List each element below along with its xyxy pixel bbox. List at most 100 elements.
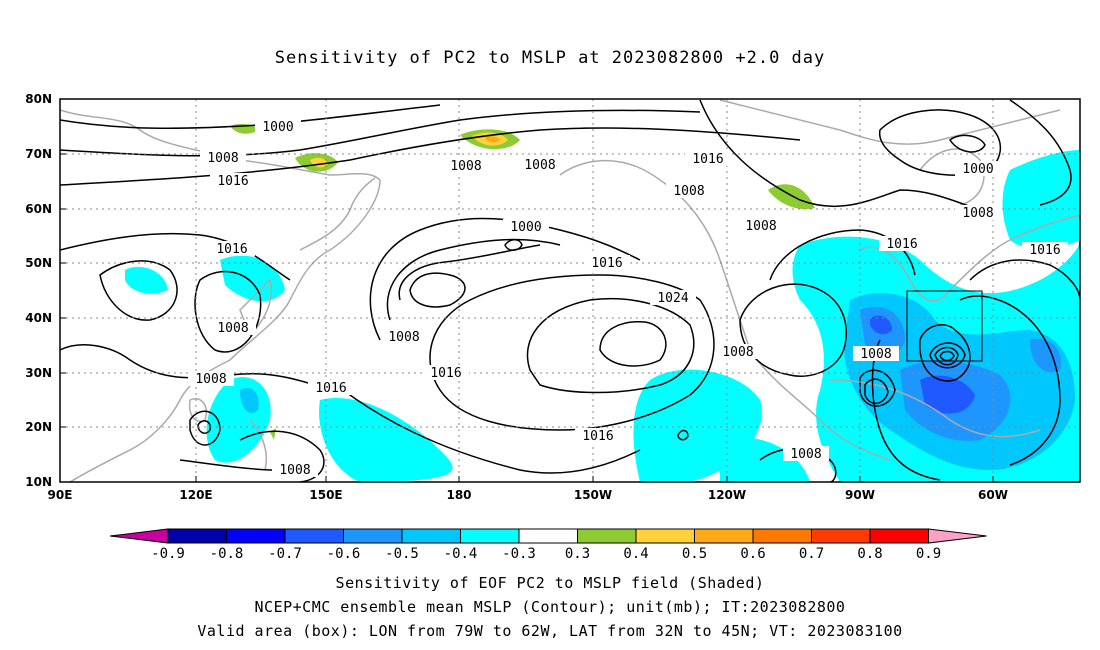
svg-text:1008: 1008	[279, 463, 310, 478]
svg-text:1000: 1000	[262, 120, 293, 135]
contour-label: 1024	[650, 290, 696, 306]
colorbar-label: 0.4	[623, 546, 648, 562]
svg-text:1016: 1016	[430, 366, 461, 381]
svg-text:1016: 1016	[886, 237, 917, 252]
colorbar-segment	[401, 528, 461, 544]
svg-text:1008: 1008	[745, 219, 776, 234]
colorbar-label: 0.8	[857, 546, 882, 562]
colorbar-label: 0.6	[740, 546, 765, 562]
lon-label: 90W	[845, 488, 875, 502]
colorbar-segment	[752, 528, 812, 544]
colorbar-label: -0.3	[502, 546, 536, 562]
colorbar-label: -0.8	[210, 546, 244, 562]
contour-label: 1008	[200, 150, 246, 166]
lat-label: 50N	[25, 256, 52, 270]
longitude-labels: 90E 120E 150E 180 150W 120W 90W 60W	[48, 488, 1008, 502]
mslp-contours	[60, 99, 1080, 482]
contour-label: 1016	[423, 365, 469, 381]
contour-label: 1008	[738, 218, 784, 234]
colorbar-label: 0.7	[799, 546, 824, 562]
lat-label: 80N	[25, 92, 52, 106]
colorbar-label: -0.9	[151, 546, 185, 562]
coastlines	[60, 99, 1080, 482]
lon-label: 150W	[574, 488, 612, 502]
colorbar-high-end	[928, 528, 987, 544]
caption-line-3: Valid area (box): LON from 79W to 62W, L…	[197, 622, 903, 640]
contour-label: 1000	[503, 219, 549, 235]
lon-label: 150E	[309, 488, 342, 502]
lat-label: 40N	[25, 311, 52, 325]
colorbar-segment	[518, 528, 578, 544]
contour-label: 1008	[381, 329, 427, 345]
colorbar-label: -0.5	[385, 546, 419, 562]
colorbar-label: -0.6	[327, 546, 361, 562]
contour-label: 1008	[790, 447, 821, 462]
colorbar-segment	[284, 528, 344, 544]
colorbar-segment	[635, 528, 695, 544]
svg-text:1016: 1016	[315, 381, 346, 396]
colorbar-low-end	[109, 528, 169, 544]
contour-label: 1016	[308, 380, 354, 396]
lon-label: 60W	[978, 488, 1008, 502]
map-frame	[59, 98, 1081, 483]
svg-text:1008: 1008	[962, 206, 993, 221]
svg-text:1024: 1024	[657, 291, 688, 306]
sensitivity-shading	[125, 123, 1080, 482]
chart-title: Sensitivity of PC2 to MSLP at 2023082800…	[274, 48, 826, 68]
contour-label: 1016	[575, 428, 621, 444]
axis-ticks	[59, 98, 994, 483]
valid-area-box	[906, 290, 983, 362]
contour-label: 1008	[443, 158, 489, 174]
lon-label: 120E	[179, 488, 212, 502]
lon-label: 120W	[708, 488, 746, 502]
contour-label: 1016	[879, 236, 925, 252]
map-gridlines	[60, 99, 1080, 482]
colorbar-label: 0.3	[565, 546, 590, 562]
contour-label: 1008	[715, 344, 761, 360]
contour-label: 1016	[584, 255, 630, 271]
contour-label: 1008	[188, 371, 234, 387]
svg-text:1008: 1008	[207, 151, 238, 166]
svg-text:1008: 1008	[860, 347, 891, 362]
svg-text:1016: 1016	[692, 152, 723, 167]
svg-text:1008: 1008	[388, 330, 419, 345]
colorbar: -0.9 -0.8 -0.7 -0.6 -0.5 -0.4 -0.3 0.3 0.4 0.5 0.6…	[109, 528, 987, 562]
contour-label: 1008	[853, 346, 899, 362]
contour-label: 1008	[272, 462, 318, 478]
lat-label: 60N	[25, 202, 52, 216]
contour-labels: 1000 1008 1016 1008 1008 1016 1008 1000 …	[188, 119, 1068, 478]
svg-text:1000: 1000	[962, 162, 993, 177]
contour-label: 1008	[210, 320, 256, 336]
colorbar-segment	[811, 528, 871, 544]
svg-text:1008: 1008	[217, 321, 248, 336]
contour-label: 1008	[666, 183, 712, 199]
contour-label: 1016	[685, 151, 731, 167]
contour-label: 1008	[955, 205, 1001, 221]
colorbar-label: -0.7	[268, 546, 302, 562]
svg-text:1000: 1000	[510, 220, 541, 235]
contour-label: 1000	[955, 161, 1001, 177]
svg-text:1008: 1008	[722, 345, 753, 360]
colorbar-label: 0.5	[682, 546, 707, 562]
lat-label: 20N	[25, 420, 52, 434]
colorbar-segment	[869, 528, 929, 544]
svg-text:1016: 1016	[217, 174, 248, 189]
colorbar-segment	[167, 528, 227, 544]
colorbar-segment	[226, 528, 286, 544]
svg-text:1016: 1016	[1029, 243, 1060, 258]
lat-label: 70N	[25, 147, 52, 161]
svg-text:1008: 1008	[450, 159, 481, 174]
colorbar-label: -0.4	[444, 546, 478, 562]
lat-label: 10N	[25, 475, 52, 489]
contour-label: 1000	[255, 119, 301, 135]
svg-text:1016: 1016	[582, 429, 613, 444]
contour-label: 1016	[1022, 242, 1068, 258]
contour-label: 1016	[209, 241, 255, 257]
colorbar-label: 0.9	[916, 546, 941, 562]
svg-text:1008: 1008	[524, 158, 555, 173]
colorbar-segment	[460, 528, 520, 544]
svg-text:1016: 1016	[591, 256, 622, 271]
colorbar-segment	[577, 528, 637, 544]
colorbar-segment	[343, 528, 403, 544]
